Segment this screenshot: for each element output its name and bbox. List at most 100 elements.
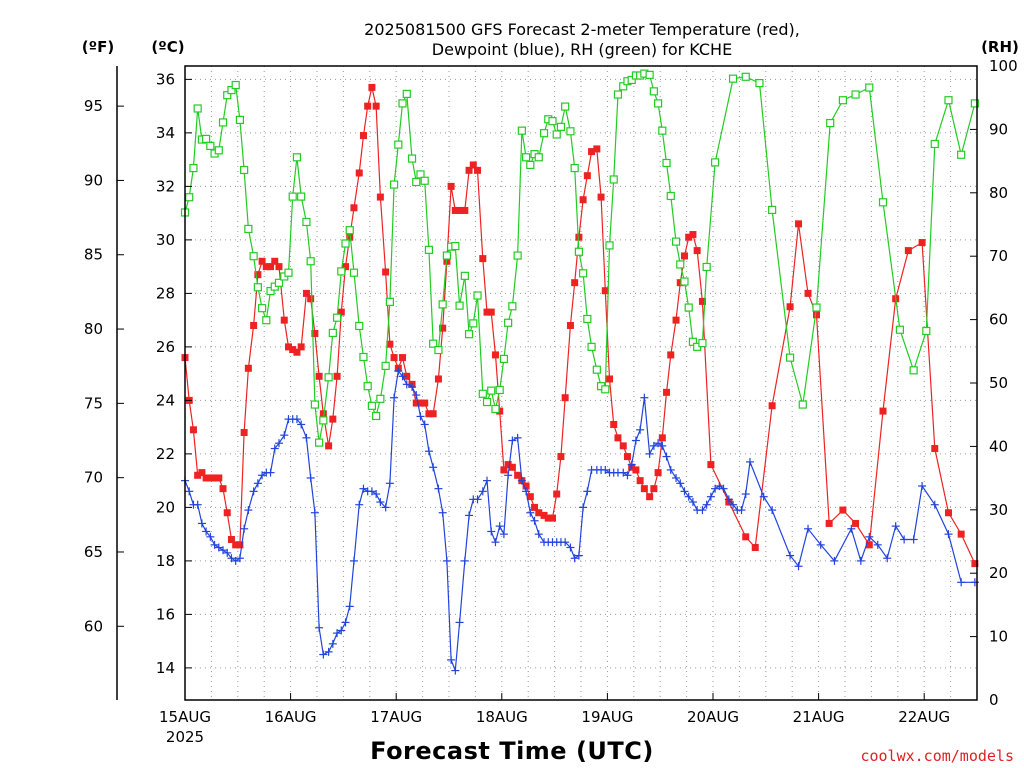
unit-label-rh: (RH)	[981, 38, 1019, 56]
temperature-point	[553, 490, 561, 498]
dewpoint-point	[328, 639, 337, 648]
rh-point	[223, 91, 232, 100]
temperature-point	[240, 428, 248, 436]
temperature-point	[364, 102, 372, 110]
temperature-point	[267, 263, 275, 271]
rh-point	[491, 404, 500, 414]
temperature-point	[795, 220, 803, 228]
rh-point	[570, 163, 579, 173]
temperature-point	[315, 372, 323, 380]
dewpoint-point	[214, 543, 223, 552]
rh-point	[302, 217, 311, 227]
dewpoint-point	[698, 506, 707, 515]
rh-point	[398, 99, 407, 108]
rh-point	[698, 338, 707, 348]
dewpoint-point	[206, 532, 215, 541]
rh-point	[385, 297, 394, 306]
temperature-point	[685, 233, 693, 241]
rh-tick-label: 50	[989, 374, 1008, 392]
rh-point	[240, 165, 249, 175]
rh-point	[227, 85, 236, 95]
temperature-point	[262, 263, 270, 271]
temperature-point	[189, 426, 197, 434]
dewpoint-point	[270, 444, 279, 453]
rh-point	[930, 139, 939, 149]
rh-point	[324, 373, 333, 382]
rh-point	[812, 303, 821, 312]
rh-point	[402, 89, 411, 98]
dewpoint-point	[645, 449, 654, 458]
rh-tick-label: 10	[989, 628, 1008, 646]
rh-point	[315, 438, 324, 447]
temperature-point	[386, 340, 394, 348]
temperature-point	[275, 263, 283, 271]
rh-point	[482, 397, 492, 407]
rh-point	[605, 241, 614, 250]
dewpoint-point	[367, 487, 376, 496]
rh-point	[487, 386, 496, 395]
x-tick-label: 18AUG	[476, 708, 528, 726]
dewpoint-point	[715, 481, 724, 490]
rh-point	[552, 130, 561, 139]
dewpoint-point	[513, 433, 522, 442]
rh-tick-label: 90	[989, 120, 1008, 138]
dewpoint-point	[381, 503, 390, 512]
celsius-tick-label: 22	[156, 445, 175, 463]
dewpoint-point	[680, 487, 689, 496]
chart-title-line2: Dewpoint (blue), RH (green) for KCHE	[432, 40, 732, 59]
rh-point	[838, 96, 847, 105]
rh-point	[337, 267, 346, 276]
temperature-point	[271, 257, 279, 265]
rh-point	[741, 72, 750, 81]
fahrenheit-tick-label: 85	[84, 246, 103, 264]
temperature-point	[680, 252, 688, 260]
unit-label-fahrenheit: (ºF)	[82, 38, 114, 56]
temperature-point	[597, 193, 605, 201]
dewpoint-point	[451, 666, 460, 675]
dewpoint-point	[324, 647, 333, 656]
rh-tick-label: 20	[989, 564, 1008, 582]
rh-point	[957, 150, 966, 159]
temperature-point	[479, 255, 487, 263]
rh-point	[412, 177, 421, 187]
series-layer	[180, 69, 979, 675]
temperature-point	[957, 530, 965, 538]
temperature-point	[971, 560, 979, 568]
dewpoint-point	[372, 490, 381, 499]
dewpoint-point	[408, 383, 417, 392]
dewpoint-point	[672, 473, 681, 482]
dewpoint-point	[570, 554, 579, 563]
temperature-point	[540, 511, 548, 519]
temperature-point	[548, 514, 556, 522]
dewpoint-point	[402, 380, 411, 389]
celsius-tick-label: 16	[156, 605, 175, 623]
rh-point	[495, 385, 504, 395]
temperature-point	[250, 321, 258, 329]
temperature-point	[284, 343, 292, 351]
temperature-point	[474, 166, 482, 174]
rh-point	[202, 134, 211, 144]
temperature-point	[654, 469, 662, 477]
temperature-point	[640, 485, 648, 493]
dewpoint-point	[530, 516, 539, 525]
dewpoint-point	[258, 471, 267, 480]
x-tick-label: 15AUG	[159, 708, 211, 726]
grid-lines	[185, 66, 977, 700]
rh-point	[332, 313, 342, 322]
dewpoint-point	[579, 503, 588, 512]
credit-link[interactable]: coolwx.com/models	[860, 747, 1014, 765]
temperature-point	[667, 351, 675, 359]
temperature-point	[879, 407, 887, 415]
rh-tick-label: 100	[989, 57, 1018, 75]
rh-point	[451, 241, 460, 251]
temperature-point	[583, 172, 591, 180]
dewpoint-point	[804, 524, 813, 533]
dewpoint-point	[729, 500, 738, 509]
temperature-point	[610, 420, 618, 428]
rh-point	[645, 70, 654, 79]
temperature-point	[355, 169, 363, 177]
x-tick-label: 20AUG	[687, 708, 739, 726]
dewpoint-point	[719, 484, 728, 493]
rh-point	[592, 365, 601, 374]
rh-point	[367, 401, 377, 410]
